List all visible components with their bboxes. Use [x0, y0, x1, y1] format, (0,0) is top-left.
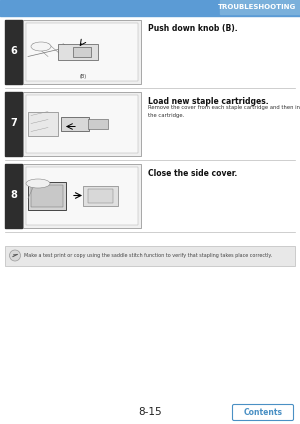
Text: Push down knob (B).: Push down knob (B).: [148, 25, 238, 33]
Text: Remove the cover from each staple cartridge and then install
the cartridge.: Remove the cover from each staple cartri…: [148, 106, 300, 117]
Bar: [23, 20, 141, 84]
Bar: [5, 164, 22, 228]
Text: TROUBLESHOOTING: TROUBLESHOOTING: [218, 4, 296, 10]
Bar: [26, 22, 138, 81]
Bar: [5, 245, 295, 265]
Bar: [28, 181, 66, 209]
Text: Load new staple cartridges.: Load new staple cartridges.: [148, 97, 268, 106]
Bar: [5, 92, 22, 156]
Bar: [5, 20, 22, 84]
Text: Make a test print or copy using the saddle stitch function to verify that stapli: Make a test print or copy using the sadd…: [24, 253, 272, 258]
Bar: [61, 117, 89, 131]
Bar: [23, 92, 141, 156]
Text: Contents: Contents: [244, 408, 283, 417]
Bar: [31, 184, 63, 206]
Bar: [0, 14, 300, 16]
Text: 7: 7: [10, 118, 17, 128]
Ellipse shape: [26, 179, 50, 188]
Bar: [88, 189, 113, 203]
Text: Close the side cover.: Close the side cover.: [148, 168, 237, 178]
Bar: [88, 118, 108, 128]
Text: (B): (B): [80, 74, 87, 79]
Bar: [26, 167, 138, 224]
Bar: [26, 95, 138, 153]
Bar: [0, 0, 300, 14]
Bar: [83, 186, 118, 206]
Text: 6: 6: [10, 47, 17, 56]
Text: 8-15: 8-15: [138, 407, 162, 417]
Bar: [220, 0, 300, 14]
Bar: [73, 47, 91, 56]
Bar: [28, 112, 58, 136]
Text: 8: 8: [10, 190, 17, 201]
Bar: [58, 44, 98, 59]
Ellipse shape: [31, 42, 51, 51]
FancyBboxPatch shape: [232, 404, 293, 421]
Bar: [23, 164, 141, 228]
Circle shape: [10, 250, 20, 261]
